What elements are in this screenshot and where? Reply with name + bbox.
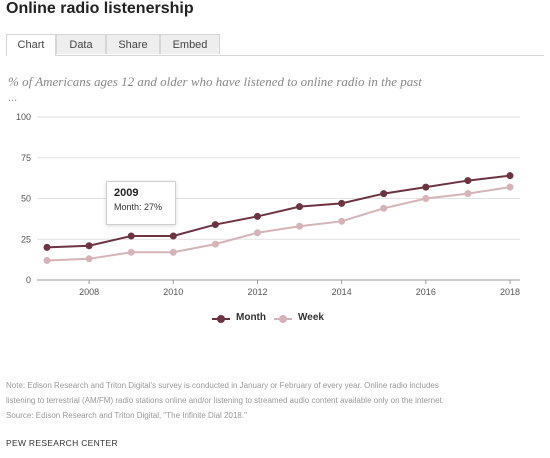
data-point-month xyxy=(211,221,219,229)
y-tick-label: 75 xyxy=(21,153,31,163)
x-tick-label: 2008 xyxy=(79,287,99,297)
data-point-month xyxy=(464,177,472,185)
data-point-month xyxy=(253,212,261,220)
data-point-month xyxy=(338,199,346,207)
data-point-week xyxy=(253,229,261,237)
line-chart: 0 25 50 75 100 2008 2010 2012 2014 2016 2018 xyxy=(16,112,520,297)
tooltip-value: Month: 27% xyxy=(114,202,163,212)
x-tick-label: 2014 xyxy=(332,287,352,297)
tab-data[interactable]: Data xyxy=(56,34,106,54)
y-tick-label: 100 xyxy=(16,112,31,122)
data-point-month xyxy=(85,242,93,250)
x-tick-label: 2016 xyxy=(416,287,436,297)
legend-label-month: Month xyxy=(236,312,266,323)
note-line: Note: Edison Research and Triton Digital… xyxy=(6,381,439,390)
org-credit: PEW RESEARCH CENTER xyxy=(6,438,118,448)
legend-label-week: Week xyxy=(298,312,324,323)
data-point-month xyxy=(422,183,430,191)
chart-note: Note: Edison Research and Triton Digital… xyxy=(6,378,546,423)
x-tick-label: 2012 xyxy=(247,287,267,297)
note-line: listening to terrestrial (AM/FM) radio s… xyxy=(6,396,445,405)
chart-subtitle: % of Americans ages 12 and older who hav… xyxy=(8,74,422,89)
data-point-week xyxy=(296,222,304,230)
data-point-week xyxy=(127,248,135,256)
data-point-week xyxy=(43,256,51,264)
legend-dot-month xyxy=(217,315,225,323)
tab-chart[interactable]: Chart xyxy=(6,34,56,56)
tab-bar: Chart Data Share Embed xyxy=(6,34,544,56)
series-line-week xyxy=(46,186,511,262)
data-point-week xyxy=(85,255,93,263)
legend-dot-week xyxy=(279,315,287,323)
tooltip-year: 2009 xyxy=(114,187,139,199)
data-tooltip: 2009 Month: 27% xyxy=(106,181,176,225)
x-tick-label: 2010 xyxy=(163,287,183,297)
data-point-month xyxy=(169,232,177,240)
data-point-week xyxy=(422,195,430,202)
data-point-week xyxy=(464,190,472,198)
data-point-month xyxy=(296,203,304,211)
y-tick-label: 25 xyxy=(21,234,31,244)
data-point-week xyxy=(506,183,514,191)
source-line: Source: Edison Research and Triton Digit… xyxy=(6,411,247,420)
tab-share[interactable]: Share xyxy=(106,34,160,54)
data-point-month xyxy=(127,232,135,240)
y-tick-label: 50 xyxy=(21,194,31,204)
data-point-month xyxy=(43,243,51,251)
data-point-month xyxy=(506,172,514,180)
y-tick-label: 0 xyxy=(26,275,31,285)
data-point-week xyxy=(380,204,388,212)
data-point-week xyxy=(169,248,177,256)
subtitle-ellipsis[interactable]: ... xyxy=(8,92,18,104)
series-line-month xyxy=(46,174,511,249)
data-point-month xyxy=(380,190,388,198)
x-tick-label: 2018 xyxy=(500,287,520,297)
data-point-week xyxy=(211,240,219,248)
data-point-week xyxy=(338,217,346,225)
tab-embed[interactable]: Embed xyxy=(160,34,220,54)
chart-title: Online radio listenership xyxy=(6,0,194,17)
